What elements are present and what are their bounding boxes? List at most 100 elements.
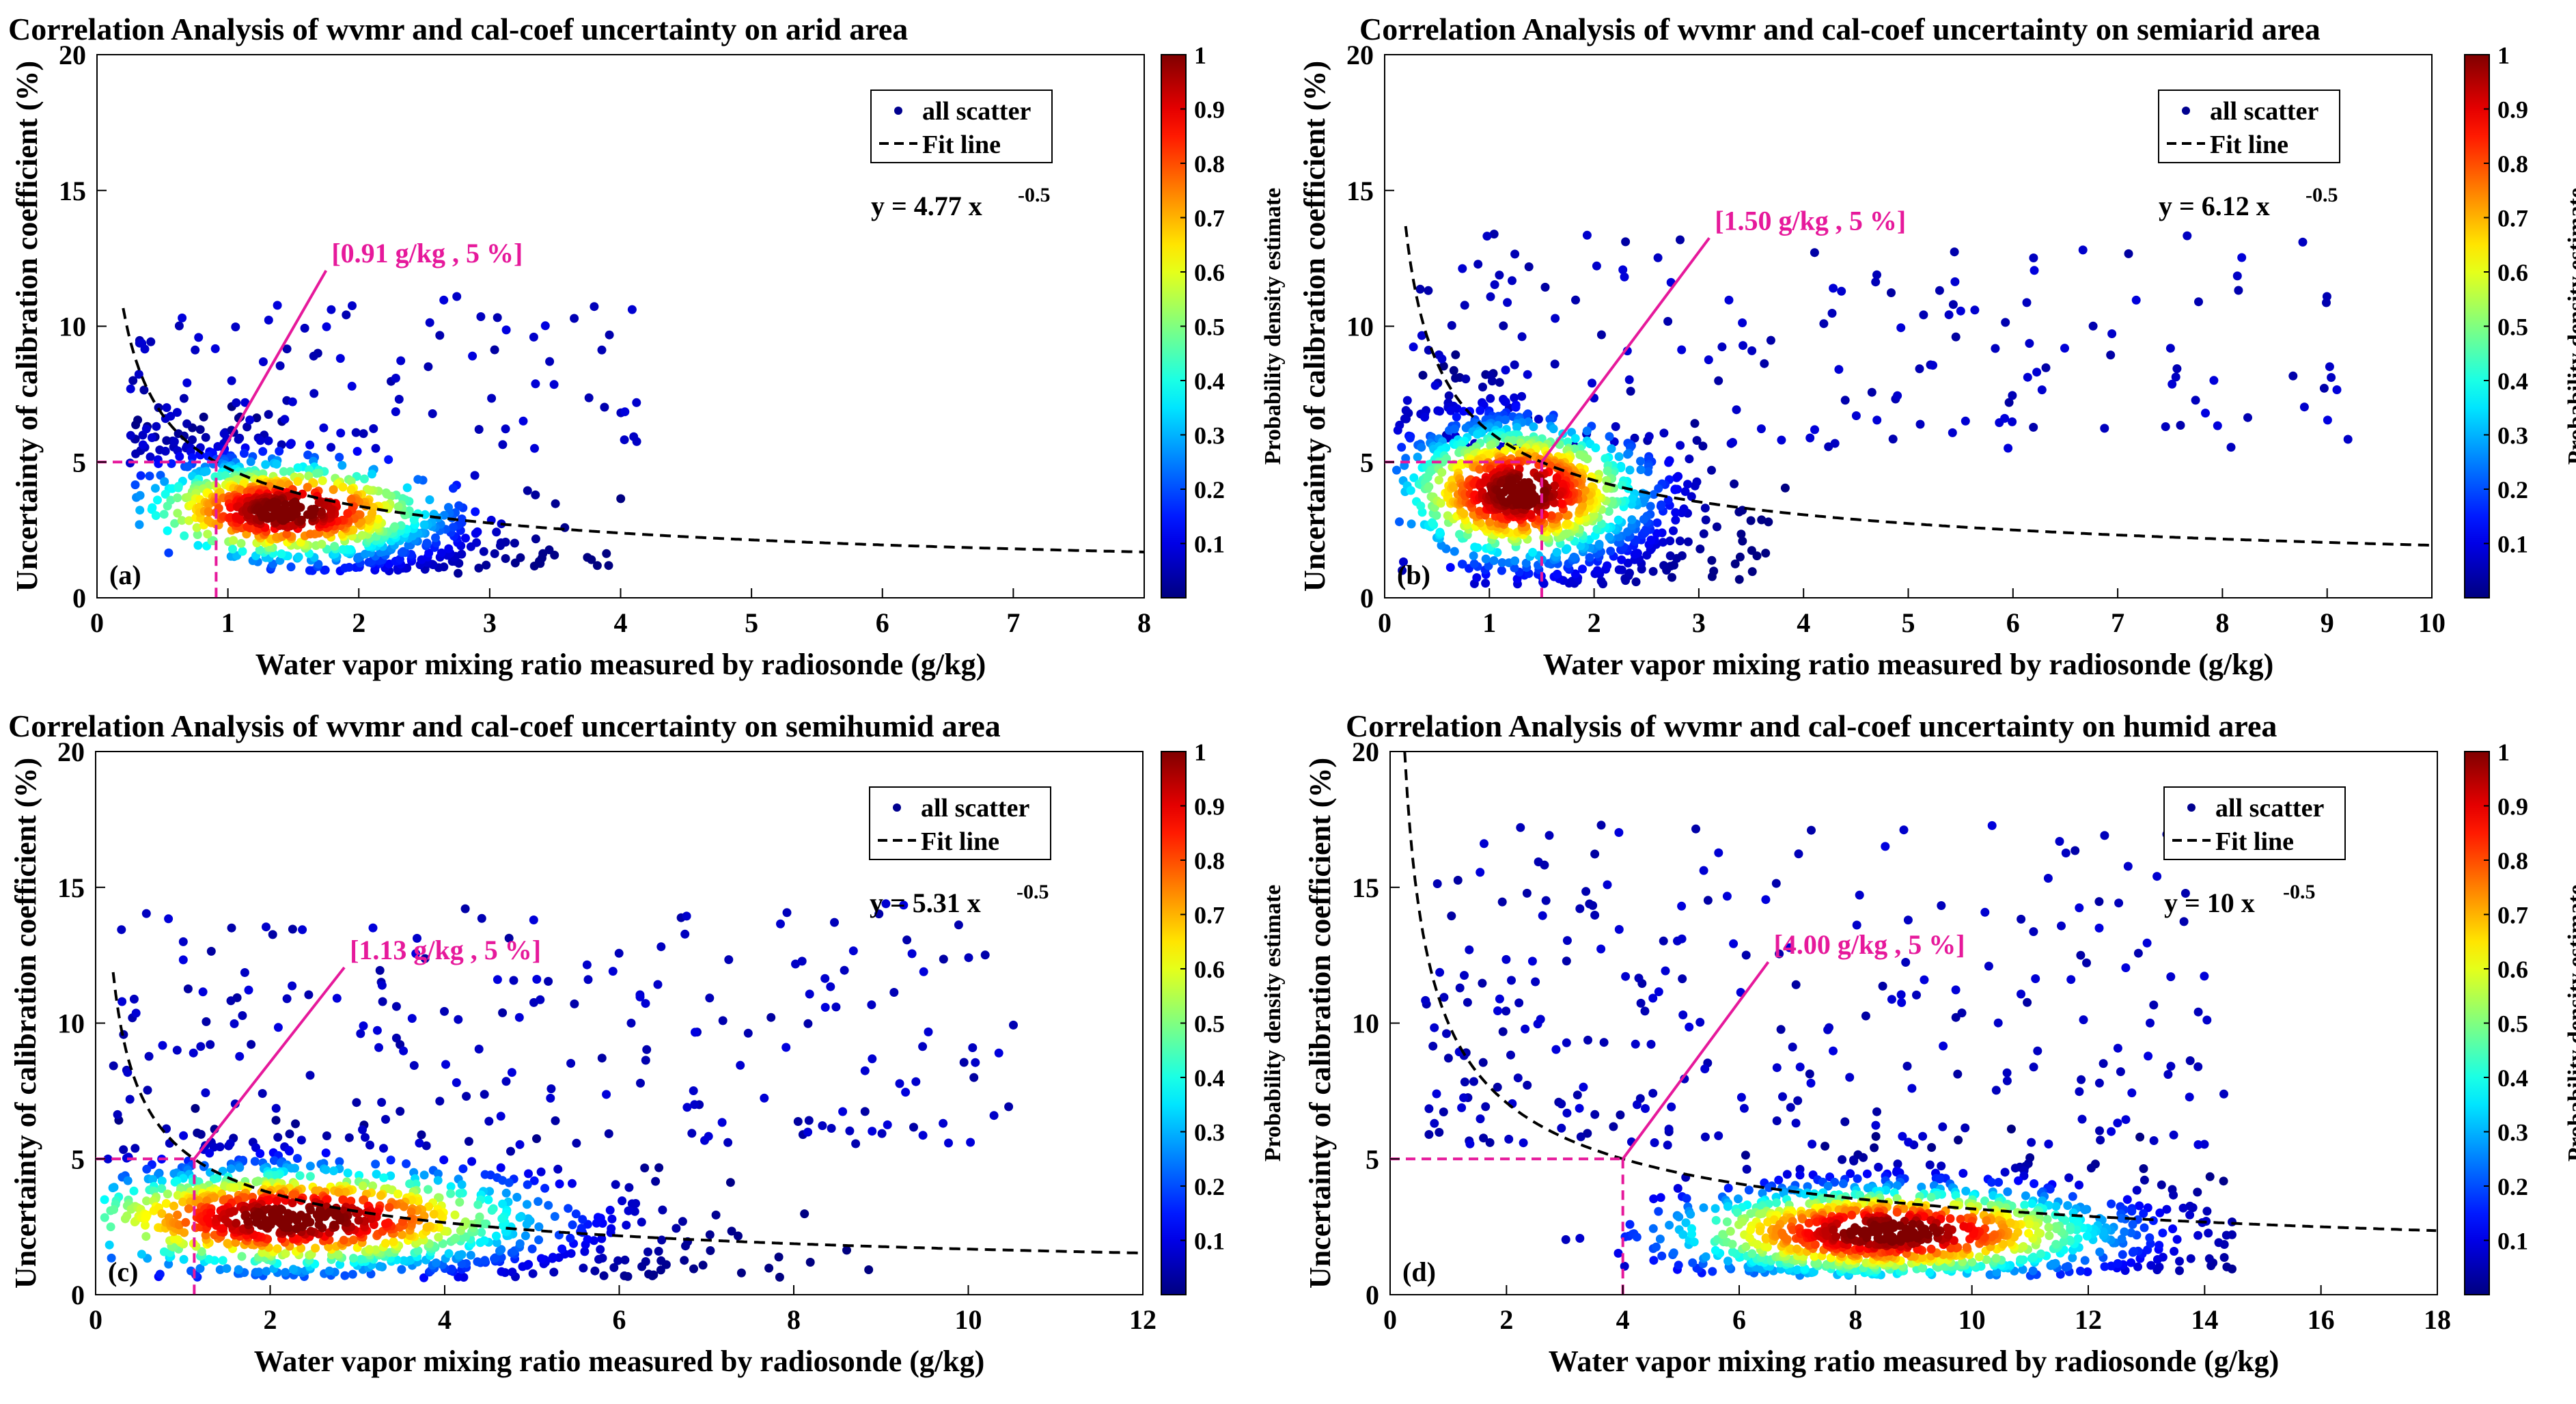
scatter-point: [1630, 433, 1639, 443]
scatter-point: [2139, 1223, 2149, 1233]
scatter-point: [1575, 1103, 1584, 1113]
y-tick-label: 20: [1346, 40, 1374, 70]
scatter-point: [340, 1271, 350, 1280]
scatter-point: [1791, 1118, 1801, 1128]
scatter-point: [152, 422, 161, 431]
scatter-point: [656, 1265, 665, 1275]
scatter-point: [1674, 1212, 1684, 1222]
scatter-point: [1485, 1138, 1495, 1147]
scatter-point: [177, 516, 186, 525]
scatter-point: [624, 1183, 634, 1192]
scatter-point: [148, 503, 157, 512]
scatter-point: [1717, 342, 1727, 352]
scatter-point: [472, 538, 482, 547]
scatter-point: [2163, 1070, 2173, 1079]
scatter-point: [2088, 321, 2098, 331]
scatter-point: [1874, 1162, 1883, 1172]
scatter-point: [1745, 1233, 1754, 1243]
scatter-point: [2018, 1265, 2027, 1274]
scatter-point: [273, 301, 282, 310]
scatter-point: [1709, 566, 1719, 576]
scatter-point: [209, 1174, 219, 1184]
scatter-point: [309, 351, 318, 361]
scatter-point: [1849, 1156, 1859, 1166]
scatter-point: [1853, 1174, 1862, 1183]
scatter-point: [706, 1246, 715, 1255]
scatter-point: [1742, 1164, 1751, 1174]
scatter-point: [452, 1078, 461, 1088]
scatter-point: [516, 553, 525, 562]
colorbar-tick-label: 0.4: [1194, 1064, 1225, 1092]
scatter-point: [1644, 467, 1653, 476]
legend-box: [870, 90, 1053, 163]
scatter-point: [141, 909, 151, 918]
scatter-point: [1636, 998, 1646, 1008]
scatter-point: [1460, 301, 1469, 310]
scatter-point: [1976, 1262, 1986, 1271]
scatter-point: [1627, 515, 1637, 525]
scatter-point: [2117, 1213, 2126, 1223]
fit-equation-exponent: -0.5: [2305, 184, 2338, 206]
scatter-point: [971, 1058, 980, 1067]
scatter-point: [597, 345, 607, 355]
scatter-point: [1775, 949, 1784, 959]
scatter-point: [1795, 1170, 1805, 1180]
scatter-point: [1631, 1039, 1640, 1049]
scatter-point: [324, 1266, 334, 1276]
y-tick-label: 0: [72, 583, 86, 614]
scatter-point: [1439, 993, 1449, 1002]
scatter-point: [1738, 536, 1747, 546]
scatter-point: [281, 1249, 290, 1258]
scatter-point: [311, 1243, 320, 1253]
scatter-point: [1690, 481, 1700, 491]
scatter-point: [1792, 1244, 1801, 1254]
scatter-point: [2155, 1208, 2165, 1217]
scatter-point: [160, 477, 169, 486]
scatter-point: [444, 544, 454, 553]
scatter-point: [1820, 1142, 1830, 1151]
scatter-point: [1761, 895, 1771, 905]
scatter-point: [1496, 478, 1506, 488]
scatter-point: [509, 976, 518, 985]
scatter-point: [1447, 911, 1456, 921]
scatter-point: [2193, 1062, 2203, 1071]
scatter-point: [1667, 1102, 1676, 1112]
scatter-point: [805, 989, 814, 999]
scatter-point: [1510, 556, 1520, 566]
scatter-point: [2025, 1220, 2034, 1229]
scatter-point: [2029, 1252, 2038, 1262]
scatter-point: [607, 1214, 617, 1224]
scatter-point: [687, 1129, 697, 1138]
scatter-point: [386, 1171, 396, 1181]
scatter-point: [378, 997, 387, 1006]
scatter-point: [399, 1202, 408, 1211]
scatter-point: [1726, 1226, 1735, 1236]
scatter-point: [600, 402, 609, 412]
x-tick-label: 0: [89, 1304, 102, 1335]
scatter-point: [1774, 1175, 1784, 1185]
scatter-point: [497, 1245, 506, 1254]
scatter-point: [689, 1086, 698, 1095]
scatter-point: [2162, 1205, 2172, 1214]
scatter-point: [454, 1250, 464, 1260]
scatter-point: [142, 1164, 152, 1174]
scatter-point: [458, 1164, 468, 1174]
scatter-point: [1925, 1268, 1935, 1277]
scatter-point: [130, 1144, 140, 1153]
scatter-point: [1514, 998, 1524, 1008]
scatter-point: [2051, 1202, 2061, 1211]
colorbar-tick-label: 0.3: [1194, 422, 1225, 450]
scatter-point: [1766, 335, 1775, 345]
scatter-point: [1847, 1211, 1857, 1220]
scatter-point: [2135, 1132, 2145, 1142]
scatter-point: [2129, 1247, 2138, 1256]
scatter-point: [2094, 923, 2104, 933]
scatter-point: [1455, 529, 1464, 539]
scatter-point: [1810, 425, 1819, 435]
scatter-point: [524, 1169, 533, 1179]
scatter-point: [230, 1183, 239, 1192]
scatter-point: [1730, 479, 1739, 488]
scatter-point: [1961, 416, 1970, 426]
scatter-point: [457, 514, 467, 523]
scatter-point: [1744, 1185, 1754, 1195]
